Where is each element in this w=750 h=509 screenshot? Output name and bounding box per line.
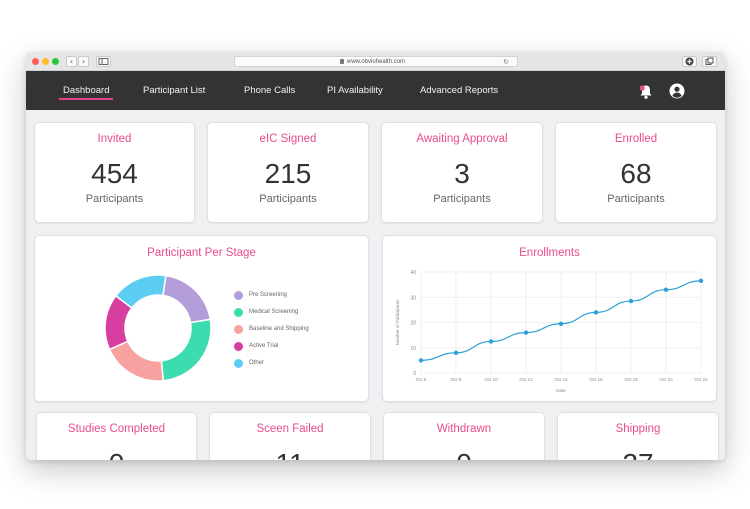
enrollments-line-chart: 0 10 20 30 40 Oct 6 Oct 8 Oct 10 Oct 12 Oct 14 Oct… xyxy=(395,270,708,393)
chart-title: Enrollments xyxy=(519,247,580,259)
stat-unit: Participants xyxy=(433,193,491,205)
back-button[interactable]: ‹ xyxy=(66,56,77,67)
stat-card-screen-failed[interactable]: Sceen Failed 11 xyxy=(209,412,371,460)
x-tick-label: Oct 16 xyxy=(589,377,603,382)
stat-unit: Participants xyxy=(607,193,665,205)
data-point[interactable] xyxy=(558,321,564,326)
legend-label: Pre Screening xyxy=(249,292,288,298)
card-title: Invited xyxy=(97,133,132,145)
y-tick-label: 10 xyxy=(410,346,416,352)
maximize-window-button[interactable] xyxy=(52,58,59,65)
legend-swatch xyxy=(234,359,243,368)
stat-card-eic-signed[interactable]: eIC Signed 215 Participants xyxy=(207,122,369,223)
legend-label: Active Trial xyxy=(249,343,279,349)
dashboard-content: Invited 454 Participants eIC Signed 215 … xyxy=(26,110,725,460)
stat-card-shipping[interactable]: Shipping 27 xyxy=(557,412,719,460)
url-text: www.obviohealth.com xyxy=(347,59,406,65)
legend-swatch xyxy=(234,325,243,334)
y-axis-label: Number of Participants xyxy=(395,299,400,346)
x-tick-label: Oct 20 xyxy=(659,377,673,382)
legend-label: Other xyxy=(249,360,265,366)
donut-chart xyxy=(104,274,212,382)
y-tick-label: 0 xyxy=(413,371,416,377)
x-tick-label: Oct 18 xyxy=(624,377,638,382)
data-point[interactable] xyxy=(593,310,599,315)
donut-slice[interactable] xyxy=(114,274,167,310)
stat-value: 11 xyxy=(210,449,370,461)
participant-per-stage-card: Participant Per Stage Pre Screening Medic… xyxy=(34,235,369,402)
minimize-window-button[interactable] xyxy=(42,58,49,65)
card-title: eIC Signed xyxy=(259,133,317,145)
card-title: Awaiting Approval xyxy=(416,133,508,145)
x-axis-label: Date xyxy=(556,388,566,393)
donut-slice[interactable] xyxy=(160,318,212,382)
stat-unit: Participants xyxy=(259,193,317,205)
nav-pi-availability[interactable]: PI Availability xyxy=(327,85,383,96)
data-point[interactable] xyxy=(488,339,494,344)
notification-bell-icon[interactable] xyxy=(638,84,654,100)
y-tick-label: 30 xyxy=(410,295,416,301)
stat-card-studies-completed[interactable]: Studies Completed 0 xyxy=(36,412,197,460)
donut-legend: Pre Screening Medical Screening Baseline a… xyxy=(234,290,354,370)
y-tick-label: 40 xyxy=(410,270,416,276)
legend-swatch xyxy=(234,342,243,351)
browser-toolbar: ‹ › www.obviohealth.com ↻ xyxy=(26,52,725,71)
x-tick-label: Oct 8 xyxy=(451,377,462,382)
data-point[interactable] xyxy=(663,287,669,292)
x-tick-label: Oct 22 xyxy=(694,377,708,382)
nav-participant-list[interactable]: Participant List xyxy=(143,85,206,96)
user-avatar-icon[interactable] xyxy=(669,83,685,99)
reload-icon[interactable]: ↻ xyxy=(503,58,509,66)
data-point[interactable] xyxy=(523,330,529,335)
card-title: Withdrawn xyxy=(436,423,492,435)
stat-card-enrolled[interactable]: Enrolled 68 Participants xyxy=(555,122,717,223)
nav-dashboard[interactable]: Dashboard xyxy=(58,71,115,110)
legend-label: Baseline and Shipping xyxy=(249,326,309,332)
lock-icon xyxy=(340,59,344,64)
data-point[interactable] xyxy=(453,350,459,355)
address-bar[interactable]: www.obviohealth.com ↻ xyxy=(234,56,518,67)
card-title: Studies Completed xyxy=(67,423,166,435)
y-tick-label: 20 xyxy=(410,321,416,327)
browser-window: ‹ › www.obviohealth.com ↻ Dashboard Part… xyxy=(26,52,725,460)
sidebar-toggle-icon[interactable] xyxy=(96,56,111,67)
stat-value: 0 xyxy=(384,449,544,461)
app-navbar: Dashboard Participant List Phone Calls P… xyxy=(26,71,725,110)
legend-swatch xyxy=(234,308,243,317)
stat-card-awaiting-approval[interactable]: Awaiting Approval 3 Participants xyxy=(381,122,543,223)
stat-value: 215 xyxy=(264,158,312,189)
donut-slice[interactable] xyxy=(108,340,165,382)
enrollments-card: Enrollments 0 10 20 30 40 Oct 6 Oct 8 Oct 10 Oct… xyxy=(382,235,717,402)
close-window-button[interactable] xyxy=(32,58,39,65)
x-tick-label: Oct 6 xyxy=(416,377,427,382)
card-title: Sceen Failed xyxy=(256,423,324,435)
nav-advanced-reports[interactable]: Advanced Reports xyxy=(420,85,499,96)
stat-value: 27 xyxy=(558,449,718,461)
x-tick-label: Oct 12 xyxy=(519,377,533,382)
card-title: Enrolled xyxy=(614,133,658,145)
stat-unit: Participants xyxy=(85,193,144,205)
tabs-overview-icon[interactable] xyxy=(702,56,717,67)
stat-value: 3 xyxy=(454,158,470,189)
x-tick-label: Oct 14 xyxy=(554,377,568,382)
nav-phone-calls[interactable]: Phone Calls xyxy=(244,85,296,96)
legend-swatch xyxy=(234,291,243,300)
stat-value: 454 xyxy=(91,158,138,189)
stat-card-invited[interactable]: Invited 454 Participants xyxy=(34,122,195,223)
data-point[interactable] xyxy=(628,298,634,304)
download-icon[interactable] xyxy=(682,56,697,67)
data-point[interactable] xyxy=(418,358,424,363)
legend-label: Medical Screening xyxy=(249,309,299,315)
x-tick-label: Oct 10 xyxy=(484,377,498,382)
data-point[interactable] xyxy=(698,278,704,284)
stat-value: 68 xyxy=(620,158,652,189)
chart-title: Participant Per Stage xyxy=(147,247,256,259)
stat-value: 0 xyxy=(37,449,196,461)
donut-slice[interactable] xyxy=(162,274,212,324)
forward-button[interactable]: › xyxy=(78,56,89,67)
card-title: Shipping xyxy=(615,423,661,435)
stat-card-withdrawn[interactable]: Withdrawn 0 xyxy=(383,412,545,460)
